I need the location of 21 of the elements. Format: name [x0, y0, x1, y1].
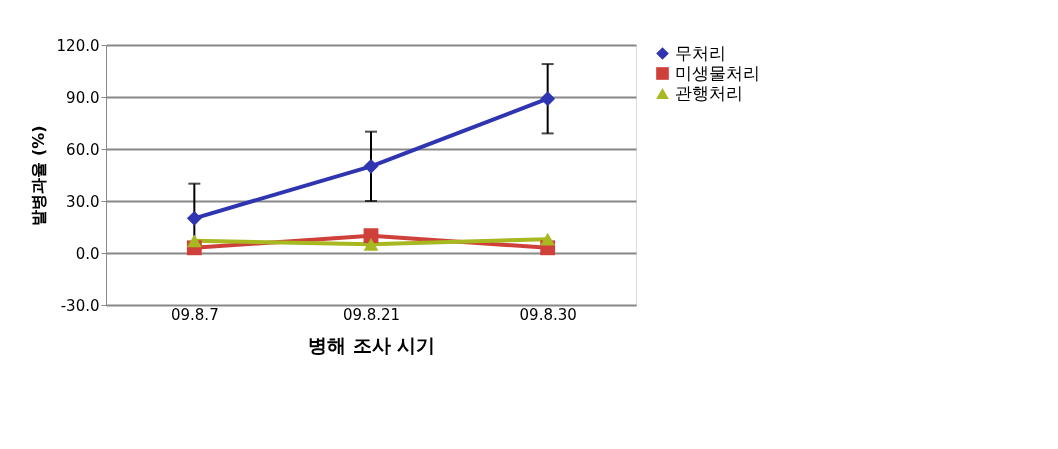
legend-label: 미생물처리 — [675, 62, 760, 83]
point — [363, 228, 379, 244]
point — [363, 237, 379, 251]
x-tick-label: 09.8.7 — [170, 305, 219, 324]
x-tick-label: 09.8.30 — [519, 305, 577, 324]
y-tick-label: 0.0 — [75, 244, 100, 263]
point — [540, 232, 556, 246]
point — [186, 234, 202, 248]
y-tick-label: 60.0 — [66, 140, 100, 159]
y-tick-label: 30.0 — [66, 192, 100, 211]
point — [540, 91, 556, 107]
y-axis-title: 발병과율 (%) — [28, 125, 48, 226]
legend-label: 관행처리 — [675, 82, 743, 103]
x-tick-label: 09.8.21 — [342, 305, 401, 324]
y-tick-label: 120.0 — [56, 36, 100, 55]
point — [186, 210, 202, 226]
legend-label: 무처리 — [675, 42, 726, 63]
y-tick-label: -30.0 — [60, 296, 100, 315]
point — [363, 158, 379, 174]
x-axis-title: 병해 조사 시기 — [307, 333, 436, 356]
y-tick-label: 90.0 — [66, 88, 100, 107]
